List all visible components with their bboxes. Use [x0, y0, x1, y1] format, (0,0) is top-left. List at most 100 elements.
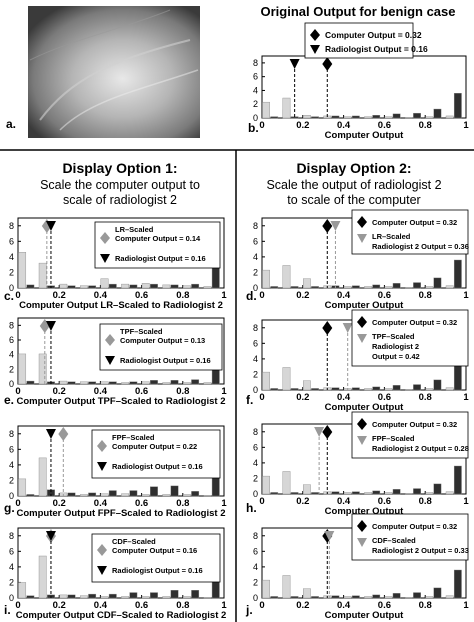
y-tick-label: 6 [253, 546, 258, 556]
x-tick-label: 0.4 [337, 392, 351, 403]
dark-bar [392, 113, 401, 119]
dark-bar [290, 492, 299, 495]
x-tick-label: 0.6 [135, 386, 148, 397]
light-bar [141, 596, 150, 599]
legend-diamond-icon [357, 216, 367, 228]
y-tick-label: 0 [9, 491, 14, 501]
y-tick-label: 8 [9, 531, 14, 541]
dark-bar [453, 259, 462, 289]
light-bar [343, 116, 352, 119]
light-bar [425, 116, 434, 119]
x-axis-label: Computer Output CDF–Scaled to Radiologis… [16, 610, 227, 621]
x-tick-label: 0 [15, 386, 20, 397]
x-tick-label: 1 [463, 496, 469, 507]
panel-label: f. [246, 393, 253, 407]
light-bar [364, 492, 372, 495]
light-bar [384, 388, 393, 391]
legend-diamond-icon [357, 316, 367, 328]
light-bar [80, 285, 88, 289]
legend-entry: Computer Output = 0.22 [112, 442, 197, 451]
x-tick-label: 1 [221, 386, 227, 397]
x-tick-label: 0.2 [53, 498, 66, 509]
light-bar [18, 252, 27, 289]
y-tick-label: 2 [9, 267, 14, 277]
legend-title: FPF–Scaled [112, 433, 155, 442]
y-tick-label: 2 [253, 473, 258, 483]
x-tick-label: 0.4 [337, 600, 351, 611]
diamond-marker [322, 219, 333, 233]
plot-frame [17, 425, 225, 497]
dark-bar [311, 492, 319, 495]
x-tick-label: 1 [221, 290, 227, 301]
panel-label: h. [246, 501, 257, 515]
dark-bar [392, 593, 401, 599]
legend-triangle-icon [97, 462, 107, 471]
light-bar [364, 596, 372, 599]
light-bar [203, 597, 212, 599]
dark-bar [150, 486, 158, 497]
dark-bar [433, 483, 442, 495]
legend-triangle-icon [105, 356, 115, 365]
triangle-marker [342, 323, 353, 333]
light-bar [445, 387, 454, 391]
light-bar [38, 457, 47, 497]
dark-bar [453, 569, 462, 599]
y-tick-label: 6 [9, 236, 14, 246]
y-tick-label: 6 [253, 338, 258, 348]
legend-box [94, 221, 221, 269]
x-tick-label: 0 [15, 290, 20, 301]
x-tick-label: 0 [259, 496, 264, 507]
legend-triangle-icon [100, 254, 110, 263]
y-tick-label: 8 [253, 427, 258, 437]
x-tick-label: 1 [221, 498, 227, 509]
triangle-marker [45, 321, 56, 331]
y-tick-label: 8 [9, 320, 14, 330]
x-tick-label: 0.4 [94, 386, 108, 397]
light-bar [141, 381, 150, 385]
x-axis-label: Computer Output [325, 300, 404, 311]
dark-bar [170, 284, 179, 289]
chart-panel-f: 0 2 4 6 8 0 0.2 0.4 0.6 0.8 1 Computer Output Comput… [246, 309, 469, 413]
dark-bar [290, 596, 299, 599]
legend-diamond-icon [97, 440, 107, 452]
light-bar [38, 353, 47, 385]
y-tick-label: 2 [253, 267, 258, 277]
legend-box [351, 513, 469, 561]
y-tick-label: 4 [253, 85, 258, 95]
x-tick-label: 0.2 [296, 120, 309, 131]
y-tick-label: 8 [253, 323, 258, 333]
legend-entry: Radiologist 2 [372, 342, 419, 351]
dark-bar [433, 587, 442, 599]
legend-entry: Computer Output = 0.13 [120, 336, 205, 345]
light-bar [364, 286, 372, 289]
legend-diamond-icon [357, 520, 367, 532]
x-axis-label: Computer Output LR–Scaled to Radiologist… [19, 300, 223, 311]
y-tick-label: 2 [253, 369, 258, 379]
chart-panel-b: 0 2 4 6 8 0 0.2 0.4 0.6 0.8 1 Computer Output Comput… [248, 22, 469, 141]
dark-bar [67, 594, 76, 599]
legend-box [351, 411, 469, 459]
dark-bar [67, 285, 76, 289]
option2-subtitle-2: to scale of the computer [287, 193, 420, 207]
legend-box [351, 209, 469, 255]
light-bar [343, 596, 352, 599]
dark-bar [311, 286, 319, 289]
light-bar [343, 286, 352, 289]
x-tick-label: 0.4 [94, 498, 108, 509]
option1-subtitle-1: Scale the computer output to [40, 178, 200, 192]
dark-bar [351, 387, 360, 391]
x-tick-label: 0 [259, 290, 264, 301]
light-bar [384, 286, 393, 289]
x-tick-label: 0.4 [337, 290, 351, 301]
light-bar [384, 492, 393, 495]
light-bar [303, 484, 311, 495]
dark-bar [211, 369, 220, 385]
diamond-marker [322, 425, 333, 439]
legend-entry: Computer Output = 0.32 [325, 30, 422, 40]
x-tick-label: 0 [259, 392, 264, 403]
y-tick-label: 4 [9, 460, 14, 470]
legend-box [91, 533, 221, 583]
dark-bar [108, 593, 117, 599]
legend-diamond-icon [100, 232, 110, 244]
y-tick-label: 8 [253, 221, 258, 231]
